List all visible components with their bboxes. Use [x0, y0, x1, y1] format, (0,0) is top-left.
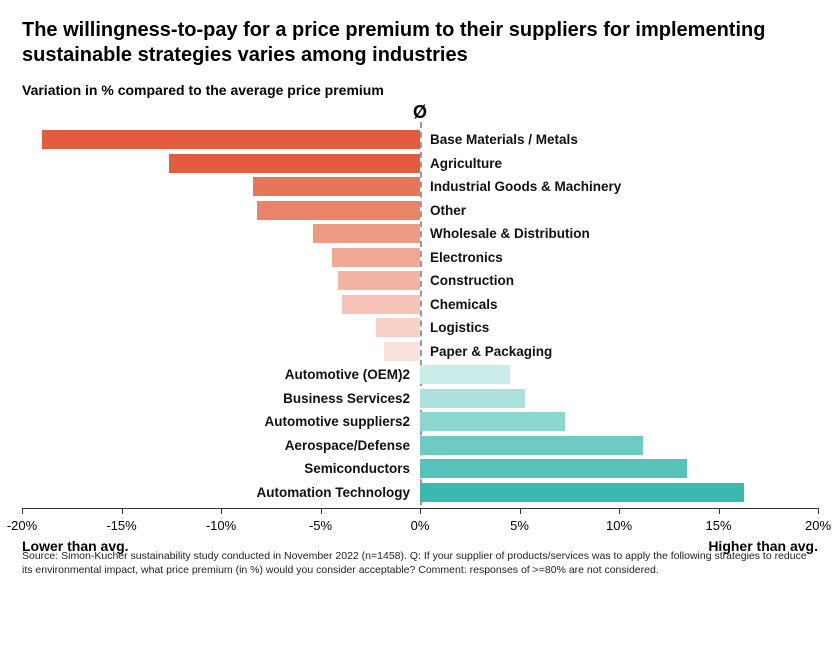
bar-label: Semiconductors — [304, 459, 410, 478]
bar — [332, 248, 420, 267]
bar-label: Industrial Goods & Machinery — [430, 177, 621, 196]
bar-label: Automotive (OEM)2 — [285, 365, 410, 384]
x-tick-label: 0% — [411, 518, 430, 533]
x-tick — [520, 508, 521, 514]
bar — [257, 201, 420, 220]
x-tick-label: 5% — [510, 518, 529, 533]
x-tick — [321, 508, 322, 514]
bar — [253, 177, 420, 196]
bar — [313, 224, 420, 243]
x-tick — [122, 508, 123, 514]
bar-label: Agriculture — [430, 154, 502, 173]
x-tick-label: 20% — [805, 518, 831, 533]
bar — [420, 389, 525, 408]
chart-subtitle: Variation in % compared to the average p… — [22, 82, 818, 98]
bar — [342, 295, 420, 314]
bar-label: Automotive suppliers2 — [264, 412, 410, 431]
x-tick — [420, 508, 421, 514]
x-tick-label: 15% — [705, 518, 731, 533]
bar-label: Aerospace/Defense — [285, 436, 410, 455]
bar — [420, 412, 565, 431]
x-tick — [719, 508, 720, 514]
axis-caption-higher: Higher than avg. — [708, 538, 818, 554]
bar-label: Other — [430, 201, 466, 220]
chart-title: The willingness-to-pay for a price premi… — [22, 18, 818, 68]
bar-label: Construction — [430, 271, 514, 290]
bar — [169, 154, 420, 173]
axis-caption-lower: Lower than avg. — [22, 538, 129, 554]
x-tick — [221, 508, 222, 514]
x-tick — [22, 508, 23, 514]
x-tick-label: -20% — [7, 518, 37, 533]
bar-label: Logistics — [430, 318, 489, 337]
x-tick — [818, 508, 819, 514]
x-tick-label: -10% — [206, 518, 236, 533]
x-tick — [619, 508, 620, 514]
bar-label: Business Services2 — [283, 389, 410, 408]
bar-label: Chemicals — [430, 295, 498, 314]
bar-label: Automation Technology — [257, 483, 411, 502]
bar-label: Wholesale & Distribution — [430, 224, 590, 243]
zero-symbol: Ø — [413, 102, 427, 123]
bar-label: Electronics — [430, 248, 503, 267]
bar — [42, 130, 420, 149]
diverging-bar-chart: Ø Base Materials / Metals Agriculture Indu… — [22, 104, 818, 544]
bar — [420, 365, 510, 384]
bar-label: Paper & Packaging — [430, 342, 552, 361]
x-tick-label: 10% — [606, 518, 632, 533]
bar — [420, 483, 744, 502]
bar-label: Base Materials / Metals — [430, 130, 578, 149]
bar — [338, 271, 420, 290]
bar — [420, 436, 643, 455]
bar — [384, 342, 420, 361]
bar — [376, 318, 420, 337]
bar — [420, 459, 687, 478]
source-text: Source: Simon-Kucher sustainability stud… — [22, 550, 818, 577]
x-tick-label: -15% — [106, 518, 136, 533]
x-tick-label: -5% — [309, 518, 332, 533]
